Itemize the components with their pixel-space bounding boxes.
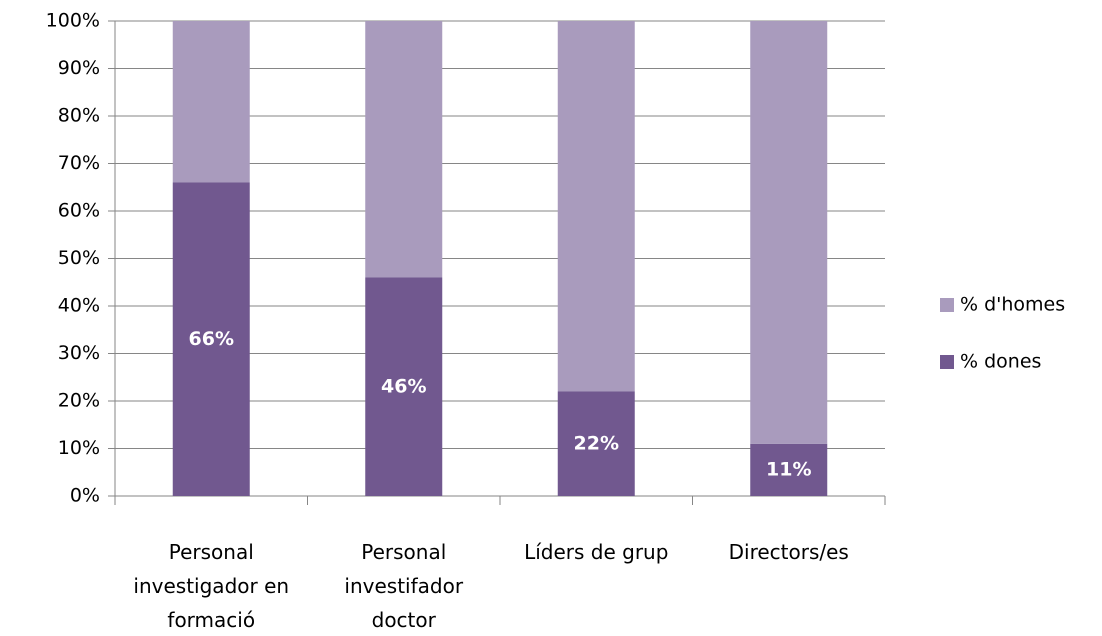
y-tick-label: 0% (70, 485, 100, 507)
bar-segment (750, 21, 828, 444)
data-label: 46% (381, 375, 426, 397)
y-tick-label: 90% (58, 57, 100, 79)
bar-segment (172, 21, 250, 183)
y-tick-label: 50% (58, 247, 100, 269)
y-tick-label: 100% (46, 10, 100, 32)
x-tick-label: Personal investigador en formació (133, 540, 290, 632)
bar-segment (557, 391, 635, 496)
legend-label: % dones (960, 351, 1041, 373)
y-tick-label: 10% (58, 437, 100, 459)
legend-label: % d'homes (960, 294, 1065, 316)
x-tick-label: Líders de grup (524, 540, 669, 564)
x-tick-label: Personal investifador doctor (344, 540, 464, 632)
data-label: 11% (766, 458, 811, 480)
bar-segment (750, 443, 828, 496)
y-tick-label: 80% (58, 105, 100, 127)
data-label: 66% (189, 328, 234, 350)
y-tick-label: 20% (58, 390, 100, 412)
y-tick-label: 70% (58, 152, 100, 174)
y-tick-label: 30% (58, 342, 100, 364)
bar-segment (365, 277, 443, 496)
y-tick-label: 40% (58, 295, 100, 317)
legend-swatch (940, 355, 954, 369)
bar-segment (365, 21, 443, 278)
bar-segment (172, 182, 250, 496)
bar-segment (557, 21, 635, 392)
y-tick-label: 60% (58, 200, 100, 222)
x-tick-label: Directors/es (728, 540, 849, 564)
legend-swatch (940, 298, 954, 312)
data-label: 22% (574, 432, 619, 454)
